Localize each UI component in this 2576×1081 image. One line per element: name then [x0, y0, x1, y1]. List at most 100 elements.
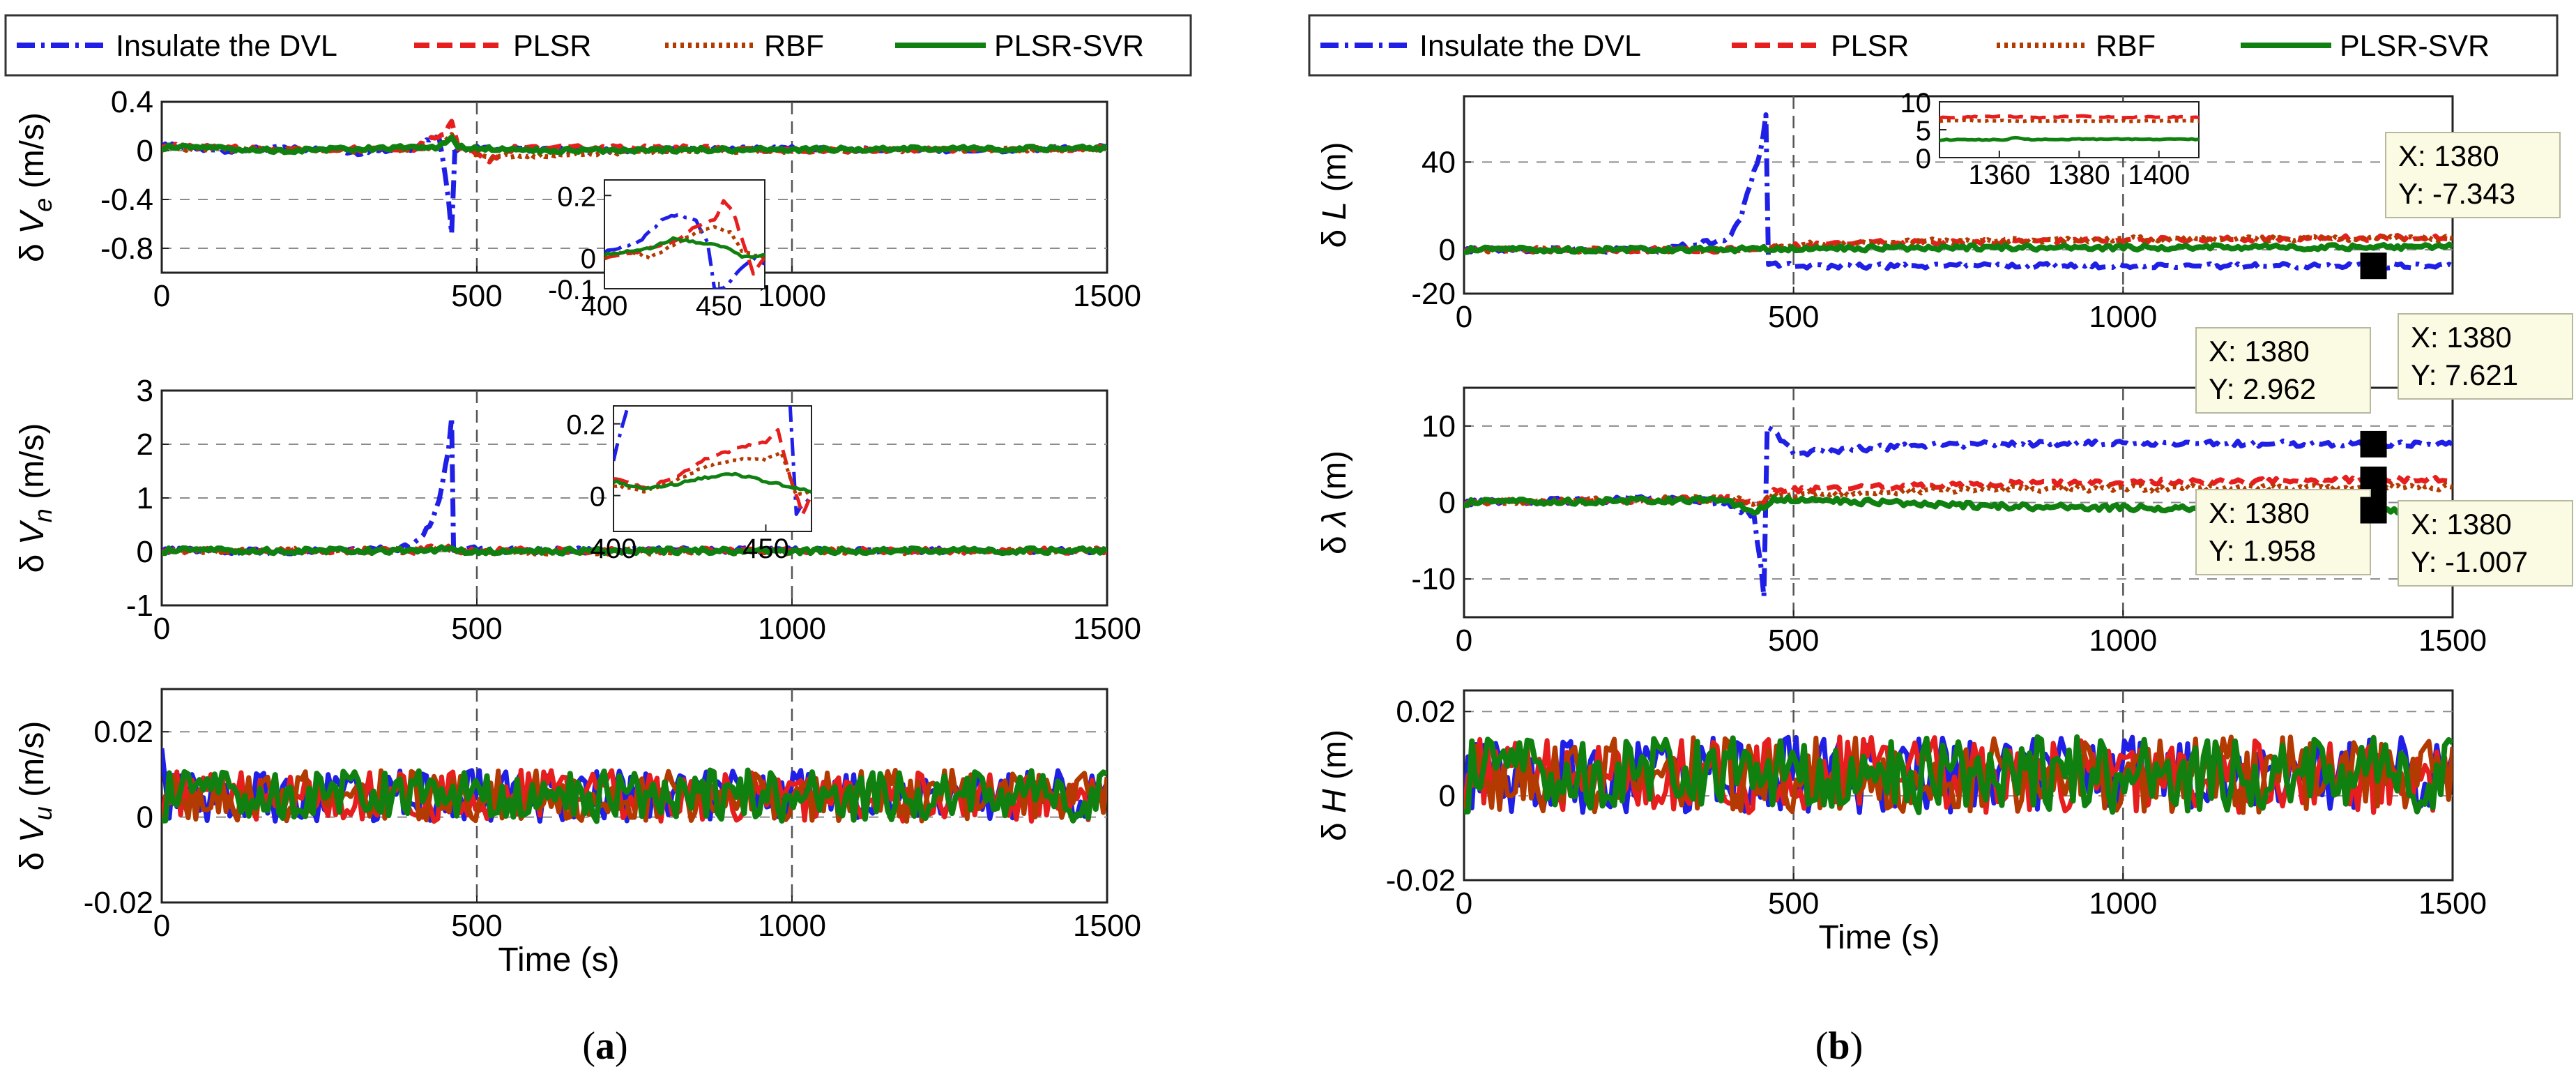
x-tick-label: 1500: [1073, 909, 1141, 943]
chart-a1: 0 500 1000 1500 0.4 0 -0.4 -0.8 δ Ve (m/s) 400 450…: [14, 85, 1141, 322]
y-tick-label: -20: [1411, 277, 1456, 311]
series-line-rbf: [604, 225, 765, 261]
legend-box: [4, 14, 1192, 77]
y-axis-label: δ Vn (m/s): [14, 423, 57, 573]
legend-label: Insulate the DVL: [1419, 29, 1641, 63]
inset-frame: [604, 179, 765, 289]
datatip-x: X: 1380: [2209, 335, 2310, 368]
datatip-x: X: 1380: [2411, 508, 2512, 540]
series-line-plsr-svr: [604, 236, 765, 259]
series-group: [162, 415, 1107, 557]
datatip-x: X: 1380: [2209, 497, 2310, 529]
datatip-y: Y: 7.621: [2411, 358, 2518, 391]
y-tick-label: -0.02: [1386, 863, 1456, 898]
datatip-x: X: 1380: [2411, 321, 2512, 354]
series-line-rbf: [1939, 118, 2199, 124]
y-tick-label: -0.02: [84, 886, 153, 920]
y-tick-label: -0.1: [548, 275, 596, 305]
series-line-plsr: [1939, 114, 2199, 120]
legend-box: [1308, 14, 2559, 77]
legend-label: PLSR-SVR: [994, 29, 1144, 63]
x-tick-label: 0: [1456, 623, 1472, 658]
y-tick-label: 10: [1900, 88, 1932, 119]
datatip-box: [2385, 132, 2561, 218]
y-tick-label: -0.4: [100, 183, 153, 217]
x-tick-label: 400: [590, 534, 637, 564]
series-line-plsr-svr: [1939, 135, 2199, 142]
series-group: [1464, 734, 2453, 815]
y-tick-label: 0: [581, 243, 596, 274]
y-tick-label: 0.4: [111, 85, 153, 119]
x-tick-label: 0: [153, 909, 170, 943]
x-tick-label: 500: [1768, 300, 1819, 334]
y-axis-label: δ Vu (m/s): [14, 721, 57, 871]
panel-label-b: (b): [1815, 1025, 1863, 1068]
y-tick-label: 2: [137, 428, 153, 462]
series-line-plsr-svr: [1464, 241, 2453, 255]
legend-label: PLSR-SVR: [2340, 29, 2490, 63]
legend-label: Insulate the DVL: [116, 29, 337, 63]
y-tick-label: 5: [1916, 116, 1931, 146]
x-tick-label: 1400: [2128, 160, 2190, 190]
series-group: [604, 199, 765, 289]
datatip-marker: [2360, 497, 2387, 524]
datatip-x: X: 1380: [2398, 139, 2499, 172]
y-tick-label: 0.2: [557, 181, 596, 212]
series-group: [162, 748, 1107, 824]
x-tick-label: 450: [696, 291, 742, 322]
series-line-insulate-the-dvl: [1464, 112, 2453, 271]
y-tick-label: 0: [1916, 144, 1931, 174]
y-axis-label: δ λ (m): [1316, 451, 1353, 554]
x-tick-label: 1000: [758, 612, 826, 646]
inset-a2: 400 450 0.2 0: [566, 405, 812, 564]
datatip-y: Y: -1.007: [2411, 545, 2528, 578]
x-tick-label: 1500: [1073, 612, 1141, 646]
datatip-y: Y: 2.962: [2209, 372, 2316, 405]
x-axis-label: Time (s): [1818, 919, 1939, 956]
x-tick-label: 1500: [2418, 623, 2487, 658]
series-group: [1939, 114, 2199, 142]
y-tick-label: -0.8: [100, 232, 153, 266]
x-tick-label: 1500: [1073, 279, 1141, 313]
legend-label: RBF: [2096, 29, 2156, 63]
series-group: [613, 406, 811, 517]
x-tick-label: 1000: [2089, 886, 2157, 921]
series-line-plsr-svr: [162, 134, 1107, 156]
y-tick-label: -1: [126, 589, 153, 623]
datatip-marker: [2360, 252, 2387, 280]
y-axis-label: δ L (m): [1316, 142, 1353, 248]
legend-label: PLSR: [1831, 29, 1909, 63]
y-tick-label: 10: [1422, 409, 1456, 444]
x-tick-label: 1000: [2089, 300, 2157, 334]
x-axis-label: Time (s): [498, 942, 619, 978]
inset-frame: [613, 405, 812, 532]
datatip-box: [2195, 327, 2371, 414]
panel-label-a: (a): [582, 1025, 627, 1068]
datatip-box: [2195, 489, 2371, 575]
x-tick-label: 1360: [1968, 160, 2030, 190]
inset-frame: [1939, 101, 2200, 158]
x-tick-label: 1000: [758, 909, 826, 943]
y-tick-label: 0: [1439, 486, 1456, 520]
x-tick-label: 500: [1768, 623, 1819, 658]
x-tick-label: 0: [1456, 886, 1472, 921]
series-line-insulate-the-dvl: [604, 213, 765, 289]
datatip-box: [2398, 313, 2573, 400]
y-tick-label: 0: [137, 134, 153, 168]
series-line-insulate-the-dvl: [1464, 424, 2453, 600]
y-axis-label: δ Ve (m/s): [14, 112, 57, 262]
x-tick-label: 1500: [2418, 886, 2487, 921]
series-line-plsr: [604, 199, 765, 276]
series-line-plsr-svr: [613, 471, 811, 494]
y-tick-label: 3: [137, 374, 153, 408]
y-tick-label: 0: [1439, 233, 1456, 267]
series-group: [1464, 112, 2453, 271]
datatip-marker: [2360, 430, 2387, 458]
y-tick-label: 40: [1422, 145, 1456, 179]
inset-a1: 400 450 0.2 0-0.1: [548, 179, 765, 322]
